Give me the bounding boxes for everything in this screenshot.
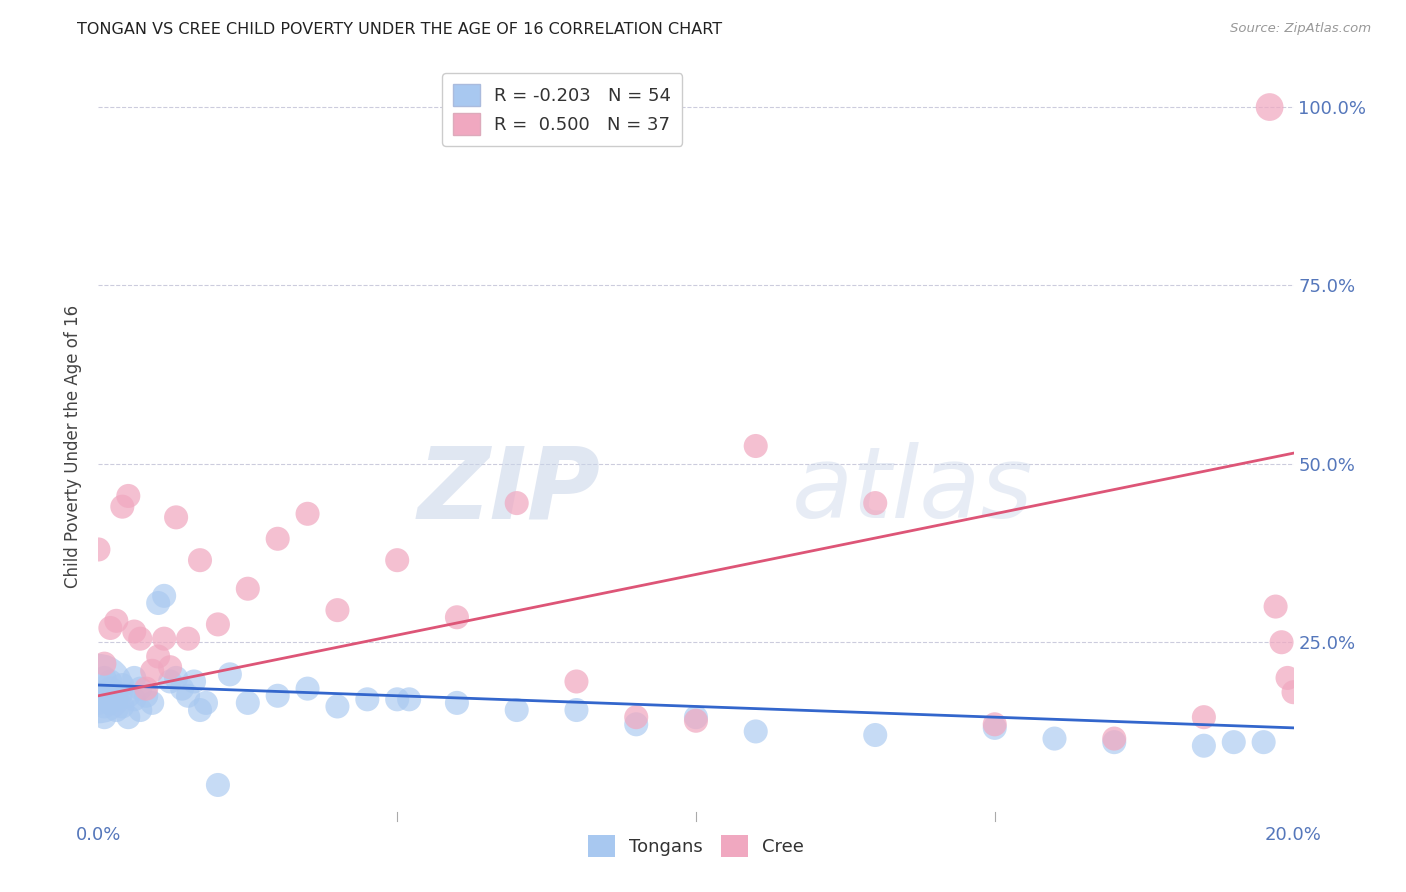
Point bbox=[626, 710, 648, 724]
Point bbox=[188, 703, 211, 717]
Point bbox=[98, 696, 122, 710]
Point bbox=[685, 714, 707, 728]
Point bbox=[183, 674, 205, 689]
Point bbox=[195, 696, 218, 710]
Point bbox=[105, 614, 128, 628]
Point bbox=[124, 692, 146, 706]
Point bbox=[93, 685, 115, 699]
Point bbox=[93, 710, 115, 724]
Text: TONGAN VS CREE CHILD POVERTY UNDER THE AGE OF 16 CORRELATION CHART: TONGAN VS CREE CHILD POVERTY UNDER THE A… bbox=[77, 22, 723, 37]
Point bbox=[219, 667, 242, 681]
Point bbox=[129, 681, 152, 696]
Point bbox=[1258, 100, 1281, 114]
Point bbox=[1192, 710, 1215, 724]
Point bbox=[153, 632, 176, 646]
Point bbox=[98, 681, 122, 696]
Point bbox=[135, 681, 157, 696]
Point bbox=[685, 710, 707, 724]
Point bbox=[153, 589, 176, 603]
Point bbox=[267, 689, 290, 703]
Point bbox=[141, 696, 163, 710]
Point bbox=[111, 699, 134, 714]
Point bbox=[117, 710, 139, 724]
Point bbox=[1277, 671, 1299, 685]
Point bbox=[984, 717, 1007, 731]
Point bbox=[124, 671, 146, 685]
Point bbox=[141, 664, 163, 678]
Point bbox=[626, 717, 648, 731]
Point bbox=[565, 674, 588, 689]
Point bbox=[165, 671, 187, 685]
Point bbox=[98, 674, 122, 689]
Point bbox=[1104, 735, 1126, 749]
Point bbox=[117, 489, 139, 503]
Point bbox=[93, 699, 115, 714]
Point bbox=[236, 582, 259, 596]
Point bbox=[93, 671, 115, 685]
Point bbox=[148, 649, 170, 664]
Point bbox=[1264, 599, 1286, 614]
Point bbox=[385, 553, 409, 567]
Point bbox=[87, 542, 110, 557]
Point bbox=[1271, 635, 1294, 649]
Point bbox=[1253, 735, 1275, 749]
Point bbox=[207, 617, 229, 632]
Point bbox=[1104, 731, 1126, 746]
Point bbox=[87, 689, 110, 703]
Point bbox=[207, 778, 229, 792]
Point bbox=[446, 696, 468, 710]
Text: atlas: atlas bbox=[792, 442, 1033, 540]
Point bbox=[1192, 739, 1215, 753]
Point bbox=[87, 696, 110, 710]
Point bbox=[745, 439, 768, 453]
Point bbox=[297, 681, 319, 696]
Point bbox=[172, 681, 194, 696]
Point bbox=[984, 721, 1007, 735]
Point bbox=[105, 685, 128, 699]
Point bbox=[124, 624, 146, 639]
Point bbox=[98, 621, 122, 635]
Point bbox=[398, 692, 420, 706]
Point bbox=[148, 596, 170, 610]
Point bbox=[506, 496, 529, 510]
Point bbox=[105, 692, 128, 706]
Point bbox=[165, 510, 187, 524]
Text: ZIP: ZIP bbox=[418, 442, 600, 540]
Point bbox=[1282, 685, 1305, 699]
Point bbox=[93, 657, 115, 671]
Point bbox=[385, 692, 409, 706]
Point bbox=[267, 532, 290, 546]
Legend: Tongans, Cree: Tongans, Cree bbox=[581, 828, 811, 864]
Point bbox=[326, 699, 349, 714]
Point bbox=[129, 632, 152, 646]
Point bbox=[111, 500, 134, 514]
Point bbox=[117, 689, 139, 703]
Point bbox=[1043, 731, 1066, 746]
Point bbox=[1223, 735, 1246, 749]
Point bbox=[236, 696, 259, 710]
Point bbox=[188, 553, 211, 567]
Point bbox=[446, 610, 468, 624]
Point bbox=[326, 603, 349, 617]
Point bbox=[159, 674, 181, 689]
Text: Source: ZipAtlas.com: Source: ZipAtlas.com bbox=[1230, 22, 1371, 36]
Point bbox=[356, 692, 378, 706]
Y-axis label: Child Poverty Under the Age of 16: Child Poverty Under the Age of 16 bbox=[65, 304, 83, 588]
Point bbox=[865, 728, 887, 742]
Point bbox=[87, 681, 110, 696]
Point bbox=[159, 660, 181, 674]
Point bbox=[177, 689, 200, 703]
Point bbox=[506, 703, 529, 717]
Point bbox=[177, 632, 200, 646]
Point bbox=[129, 703, 152, 717]
Point bbox=[111, 678, 134, 692]
Point bbox=[745, 724, 768, 739]
Point bbox=[565, 703, 588, 717]
Point bbox=[105, 703, 128, 717]
Point bbox=[297, 507, 319, 521]
Point bbox=[865, 496, 887, 510]
Point bbox=[135, 689, 157, 703]
